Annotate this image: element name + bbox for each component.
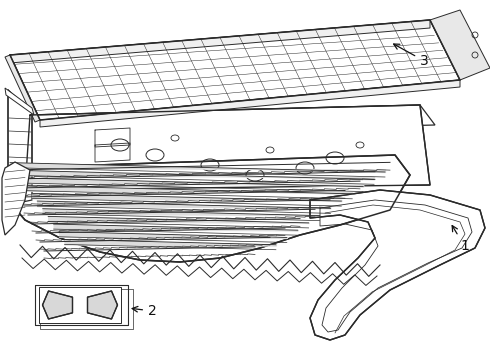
Polygon shape bbox=[30, 105, 435, 135]
Polygon shape bbox=[39, 287, 121, 323]
Polygon shape bbox=[40, 80, 460, 127]
Polygon shape bbox=[8, 90, 32, 205]
Polygon shape bbox=[310, 190, 485, 340]
Polygon shape bbox=[8, 155, 410, 262]
Polygon shape bbox=[430, 10, 490, 80]
Polygon shape bbox=[2, 162, 30, 235]
Polygon shape bbox=[25, 105, 430, 190]
Text: 3: 3 bbox=[393, 44, 429, 68]
Polygon shape bbox=[10, 20, 460, 120]
Polygon shape bbox=[43, 291, 73, 319]
Polygon shape bbox=[5, 88, 34, 115]
Polygon shape bbox=[88, 291, 118, 319]
Text: 2: 2 bbox=[132, 304, 157, 318]
Text: 1: 1 bbox=[452, 226, 469, 253]
Polygon shape bbox=[10, 20, 430, 63]
Polygon shape bbox=[5, 55, 40, 122]
